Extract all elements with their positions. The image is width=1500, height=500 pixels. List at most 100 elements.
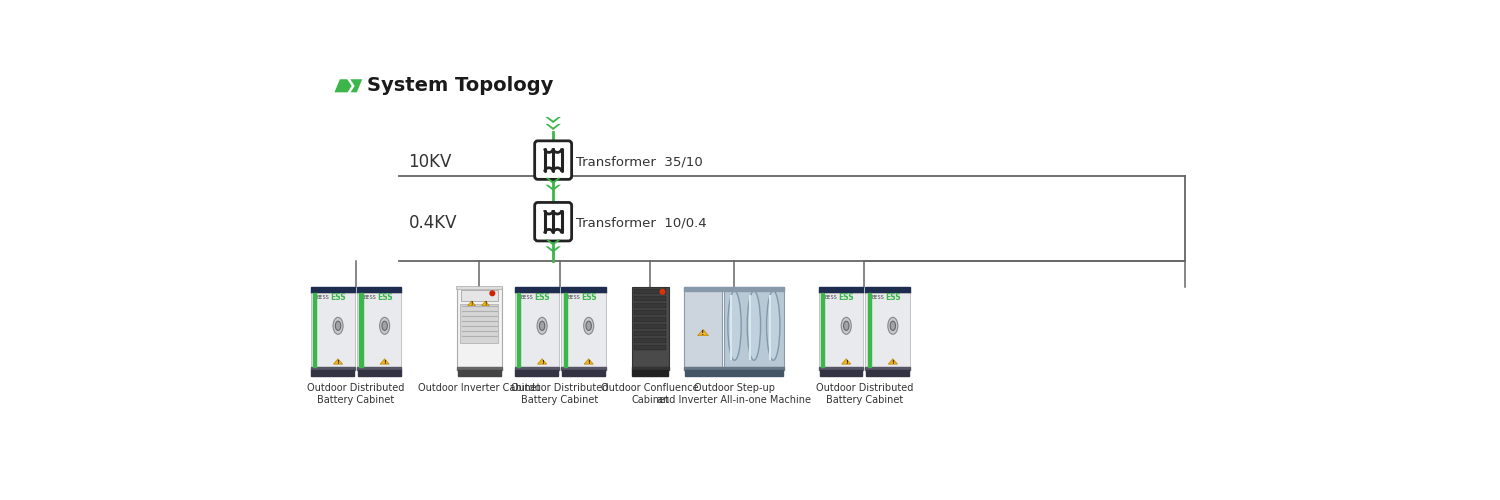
Bar: [634, 338, 666, 342]
Bar: [686, 370, 783, 376]
Bar: [865, 367, 909, 370]
Ellipse shape: [382, 321, 387, 330]
Bar: [460, 290, 498, 301]
Bar: [357, 292, 402, 367]
Bar: [819, 287, 862, 292]
Text: ESS: ESS: [839, 294, 854, 302]
Bar: [634, 310, 666, 315]
Circle shape: [490, 291, 495, 296]
Polygon shape: [546, 178, 561, 184]
Text: Transformer  10/0.4: Transformer 10/0.4: [576, 216, 706, 230]
Bar: [634, 296, 666, 301]
Text: !: !: [382, 360, 386, 364]
Bar: [634, 304, 666, 308]
Text: !: !: [891, 360, 894, 364]
Text: ESS: ESS: [885, 294, 900, 302]
Bar: [456, 286, 503, 290]
Text: ESS: ESS: [580, 294, 597, 302]
Text: BESS: BESS: [871, 294, 885, 300]
Ellipse shape: [333, 318, 344, 334]
Text: !: !: [540, 360, 543, 364]
Bar: [684, 367, 784, 370]
Polygon shape: [482, 301, 489, 306]
Ellipse shape: [537, 318, 548, 334]
Bar: [561, 292, 606, 367]
Text: BESS: BESS: [316, 294, 330, 300]
Bar: [819, 367, 862, 370]
Bar: [632, 287, 669, 367]
Bar: [562, 370, 604, 376]
Text: System Topology: System Topology: [368, 76, 554, 95]
Text: BESS: BESS: [520, 294, 534, 300]
Ellipse shape: [336, 321, 340, 330]
Bar: [561, 367, 606, 370]
Text: ESS: ESS: [330, 294, 346, 302]
Bar: [564, 292, 567, 367]
Bar: [310, 287, 356, 292]
Text: !: !: [586, 360, 590, 364]
Ellipse shape: [380, 318, 390, 334]
Polygon shape: [334, 79, 362, 92]
Ellipse shape: [766, 291, 780, 360]
Text: BESS: BESS: [363, 294, 376, 300]
Polygon shape: [584, 359, 594, 364]
Bar: [458, 367, 501, 370]
Polygon shape: [546, 124, 561, 130]
Text: !: !: [336, 360, 339, 364]
Bar: [819, 292, 862, 367]
Ellipse shape: [747, 291, 760, 360]
Bar: [684, 287, 722, 367]
Bar: [312, 370, 354, 376]
Ellipse shape: [584, 318, 594, 334]
Ellipse shape: [888, 318, 898, 334]
Bar: [867, 292, 871, 367]
Text: ESS: ESS: [376, 294, 393, 302]
Polygon shape: [546, 117, 561, 123]
Bar: [514, 367, 560, 370]
Bar: [865, 287, 909, 292]
Polygon shape: [842, 359, 850, 364]
Polygon shape: [546, 240, 561, 246]
Text: ESS: ESS: [534, 294, 550, 302]
Text: BESS: BESS: [567, 294, 580, 300]
Bar: [460, 304, 498, 343]
Text: Outdoor Distributed
Battery Cabinet: Outdoor Distributed Battery Cabinet: [308, 384, 405, 405]
Polygon shape: [537, 359, 546, 364]
Text: Outdoor Distributed
Battery Cabinet: Outdoor Distributed Battery Cabinet: [816, 384, 914, 405]
Bar: [634, 290, 666, 294]
Ellipse shape: [540, 321, 544, 330]
Bar: [634, 345, 666, 350]
Bar: [516, 370, 558, 376]
Bar: [821, 292, 824, 367]
Bar: [358, 370, 401, 376]
Ellipse shape: [586, 321, 591, 330]
Bar: [514, 292, 560, 367]
FancyBboxPatch shape: [534, 141, 572, 180]
Text: ❯: ❯: [345, 79, 357, 93]
Bar: [561, 287, 606, 292]
Circle shape: [660, 290, 664, 294]
Bar: [514, 287, 560, 292]
Text: Outdoor Distributed
Battery Cabinet: Outdoor Distributed Battery Cabinet: [512, 384, 609, 405]
Text: 0.4KV: 0.4KV: [408, 214, 458, 232]
Text: 10KV: 10KV: [408, 152, 452, 170]
Bar: [684, 287, 784, 291]
Polygon shape: [468, 301, 476, 306]
Text: Outdoor Inverter Cabinet: Outdoor Inverter Cabinet: [419, 384, 540, 394]
Ellipse shape: [843, 321, 849, 330]
Text: !: !: [844, 360, 847, 364]
Ellipse shape: [842, 318, 852, 334]
Ellipse shape: [890, 321, 896, 330]
Bar: [634, 317, 666, 322]
Bar: [633, 370, 668, 376]
Bar: [819, 370, 862, 376]
Text: !: !: [484, 301, 486, 306]
Bar: [518, 292, 520, 367]
Polygon shape: [546, 184, 561, 191]
Bar: [357, 367, 402, 370]
Bar: [458, 287, 501, 367]
Bar: [723, 287, 784, 367]
Bar: [865, 292, 909, 367]
Polygon shape: [380, 359, 390, 364]
Text: Outdoor Confluence
Cabinet: Outdoor Confluence Cabinet: [602, 384, 699, 405]
